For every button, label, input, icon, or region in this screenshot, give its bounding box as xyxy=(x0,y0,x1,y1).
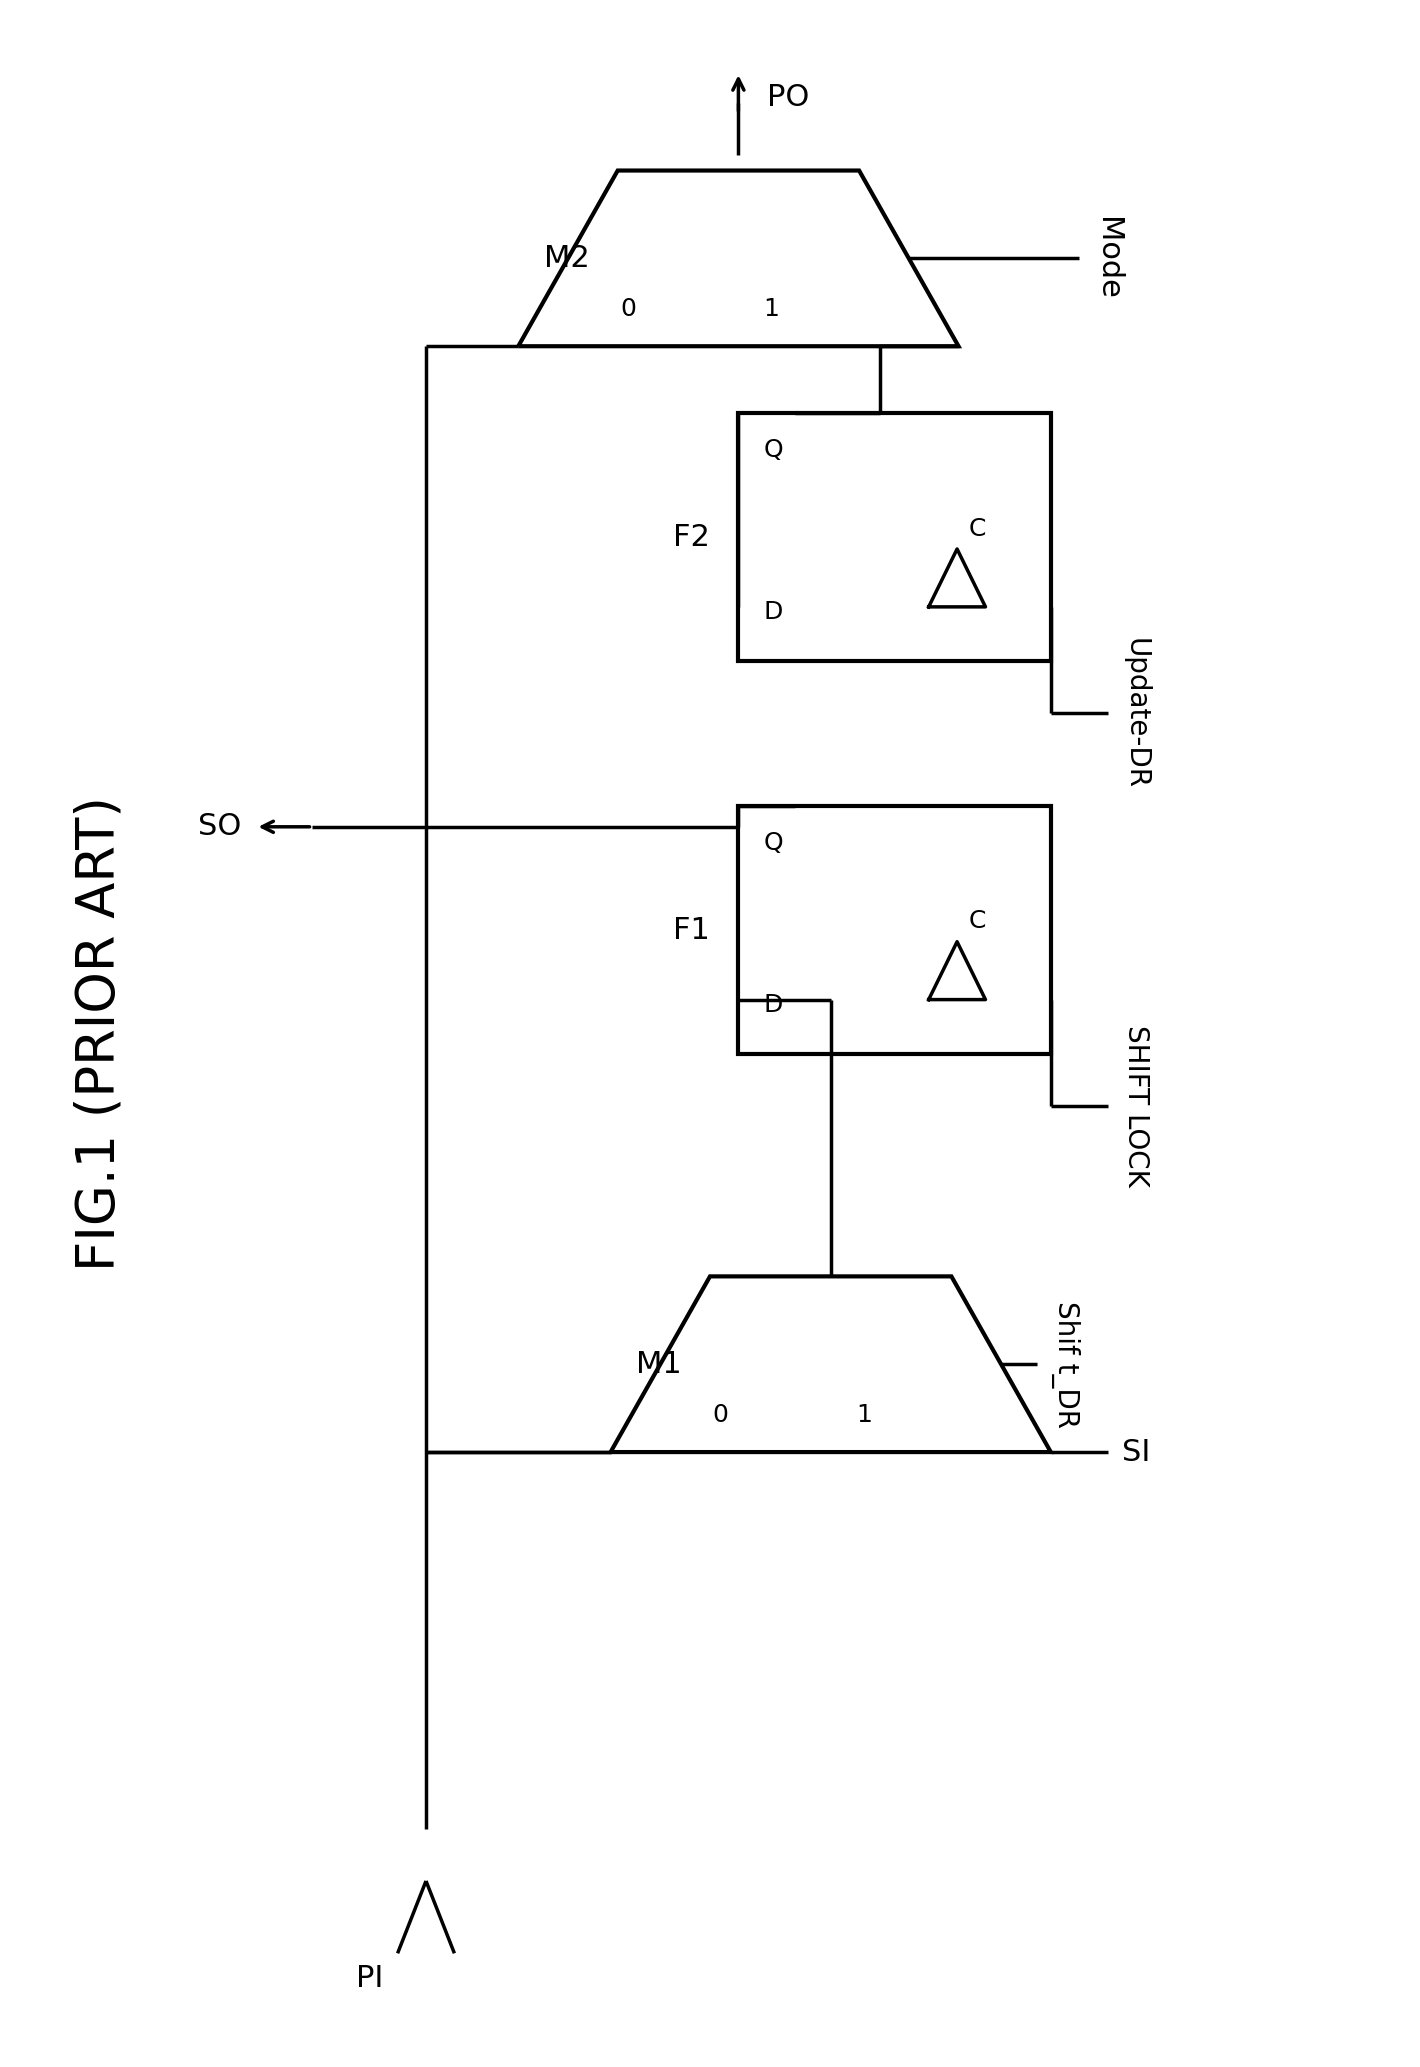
Text: Q: Q xyxy=(764,438,784,463)
Text: M2: M2 xyxy=(544,244,589,273)
Text: D: D xyxy=(764,599,784,624)
Text: SO: SO xyxy=(197,812,241,841)
Text: PO: PO xyxy=(767,83,809,112)
Text: F1: F1 xyxy=(673,916,710,945)
Text: C: C xyxy=(968,909,985,934)
Text: 0: 0 xyxy=(713,1403,728,1426)
Text: C: C xyxy=(968,517,985,542)
Text: 1: 1 xyxy=(856,1403,872,1426)
Text: SI: SI xyxy=(1122,1437,1150,1468)
Text: 0: 0 xyxy=(621,298,636,322)
Text: F2: F2 xyxy=(673,523,710,552)
Text: Update-DR: Update-DR xyxy=(1122,637,1150,790)
Text: FIG.1 (PRIOR ART): FIG.1 (PRIOR ART) xyxy=(74,796,125,1271)
Text: PI: PI xyxy=(356,1964,383,1993)
Bar xyxy=(738,806,1051,1054)
Text: D: D xyxy=(764,992,784,1017)
Text: M1: M1 xyxy=(636,1350,682,1379)
Bar xyxy=(738,413,1051,661)
Text: Q: Q xyxy=(764,831,784,856)
Text: SHIFT LOCK: SHIFT LOCK xyxy=(1122,1025,1150,1186)
Text: 1: 1 xyxy=(764,298,780,322)
Text: Mode: Mode xyxy=(1093,217,1122,300)
Text: Shif t_DR: Shif t_DR xyxy=(1051,1300,1079,1428)
